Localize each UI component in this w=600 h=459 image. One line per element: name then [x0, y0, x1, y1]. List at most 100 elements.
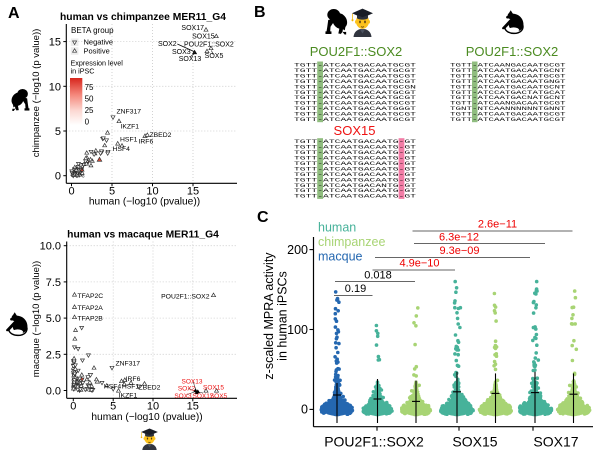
svg-text:TGTT-ATCAATGACAATGCGT: TGTT-ATCAATGACAATGCGT	[294, 94, 417, 101]
svg-text:0: 0	[70, 401, 76, 413]
svg-text:TGTT-ATCAATGACAATGCGN: TGTT-ATCAATGACAATGCGN	[294, 83, 416, 90]
svg-text:SOX17: SOX17	[193, 393, 214, 400]
svg-text:TFAP2B: TFAP2B	[78, 315, 104, 322]
svg-text:A: A	[8, 5, 20, 22]
svg-text:5.0: 5.0	[46, 313, 61, 325]
svg-text:TGTT-ATCAATGACAATG-GT: TGTT-ATCAATGACAATG-GT	[294, 155, 417, 162]
svg-text:100: 100	[287, 323, 308, 337]
svg-text:SP8: SP8	[76, 174, 85, 179]
svg-text:TGTT-ATCAATGACAATGCGT: TGTT-ATCAATGACAATGCGT	[294, 72, 417, 79]
svg-text:ZBED2: ZBED2	[139, 385, 161, 392]
svg-text:TGTT-ATCAATGACNATGCNT: TGTT-ATCAATGACNATGCNT	[450, 94, 567, 101]
svg-text:SOX13: SOX13	[182, 378, 203, 385]
svg-text:human (−log10 (pvalue)): human (−log10 (pvalue))	[89, 197, 200, 208]
svg-text:IRF6: IRF6	[139, 139, 154, 146]
svg-text:TGTT-ATCAATGACAATG-GT: TGTT-ATCAATGACAATG-GT	[294, 149, 417, 156]
svg-text:macque: macque	[318, 250, 363, 264]
svg-text:25: 25	[85, 106, 94, 115]
svg-text:IRF6: IRF6	[126, 376, 141, 383]
svg-text:IKZF1: IKZF1	[119, 392, 138, 399]
svg-text:chimpanzee (−log10 (p value)): chimpanzee (−log10 (p value))	[31, 29, 42, 158]
svg-text:ZNF317: ZNF317	[116, 361, 141, 368]
svg-text:C: C	[257, 209, 269, 226]
svg-text:ZNF317: ZNF317	[117, 109, 142, 116]
svg-text:SOX15: SOX15	[192, 34, 215, 41]
svg-text:TGTT-ATCAATGACAATGCNT: TGTT-ATCAATGACAATGCNT	[450, 83, 567, 90]
svg-text:in human iPSCs: in human iPSCs	[276, 271, 290, 361]
svg-text:human: human	[318, 221, 356, 235]
svg-text:TGTT-ATCCATGACTATGCAT: TGTT-ATCCATGACTATGCAT	[450, 89, 567, 96]
svg-text:HSF1: HSF1	[120, 137, 138, 144]
svg-text:9.3e−09: 9.3e−09	[439, 245, 479, 257]
svg-text:SOX17: SOX17	[533, 434, 578, 450]
svg-text:6.3e−12: 6.3e−12	[439, 232, 479, 244]
svg-text:POU2F1::SOX2: POU2F1::SOX2	[161, 293, 210, 300]
svg-text:TGTT-ATCAATGACAATGNGT: TGTT-ATCAATGACAATGNGT	[450, 78, 567, 85]
svg-text:50: 50	[85, 95, 94, 104]
svg-text:TGTT-ATCAATGACAATGCGT: TGTT-ATCAATGACAATGCGT	[294, 100, 417, 107]
svg-text:75: 75	[85, 83, 94, 92]
svg-text:chimpanzee: chimpanzee	[318, 235, 385, 249]
svg-text:human (−log10 (pvalue)): human (−log10 (pvalue))	[91, 412, 202, 423]
svg-text:TGTT-ATCAATGACAATGCGT: TGTT-ATCAATGACAATGCGT	[294, 78, 417, 85]
svg-text:SOX3: SOX3	[174, 393, 192, 400]
svg-text:z-scaled MPRA activity: z-scaled MPRA activity	[262, 252, 276, 380]
svg-text:ZBED2: ZBED2	[150, 132, 172, 139]
svg-text:0: 0	[301, 403, 308, 417]
svg-text:SOX13: SOX13	[179, 56, 202, 63]
svg-text:TGTT-ATCAATGACAATG-GT: TGTT-ATCAATGACAATG-GT	[294, 187, 417, 194]
svg-text:TGTT-ATCAATGACANTG-GT: TGTT-ATCAATGACANTG-GT	[294, 182, 417, 189]
svg-text:TGTT-ATCAATGACAATGGGT: TGTT-ATCAATGACAATGGGT	[294, 105, 417, 112]
svg-text:human vs chimpanzee MER11_G4: human vs chimpanzee MER11_G4	[60, 12, 226, 23]
svg-text:10: 10	[147, 401, 159, 413]
svg-text:10.0: 10.0	[40, 241, 61, 253]
svg-text:0: 0	[68, 185, 74, 197]
svg-text:SOX5: SOX5	[205, 53, 224, 60]
svg-text:15: 15	[49, 37, 61, 49]
svg-text:SOX17: SOX17	[181, 25, 204, 32]
svg-text:TGTT-ATCAATGACAATGCGT: TGTT-ATCAATGACAATGCGT	[294, 62, 417, 69]
svg-text:human vs macaque MER11_G4: human vs macaque MER11_G4	[67, 230, 219, 241]
svg-text:TGTT-ATCAANGACAATGCGT: TGTT-ATCAANGACAATGCGT	[450, 62, 567, 69]
svg-text:4.9e−10: 4.9e−10	[399, 258, 439, 270]
svg-text:SOX2: SOX2	[158, 41, 177, 48]
svg-text:10: 10	[49, 81, 61, 93]
svg-text:5: 5	[110, 401, 116, 413]
svg-text:TGTT-ATCAATGACAATGCNT: TGTT-ATCAATGACAATGCNT	[450, 67, 567, 74]
svg-text:TGTT-ATCAATGACAATG-GT: TGTT-ATCAATGACAATG-GT	[294, 176, 417, 183]
svg-text:HSF4: HSF4	[113, 146, 131, 153]
svg-text:TGTT-ATCAATGACAATGCGT: TGTT-ATCAATGACAATGCGT	[450, 111, 567, 118]
svg-text:7.5: 7.5	[46, 277, 61, 289]
svg-text:TFAP2A: TFAP2A	[78, 305, 104, 312]
svg-text:5: 5	[109, 185, 115, 197]
svg-text:10: 10	[146, 185, 158, 197]
svg-text:0.018: 0.018	[364, 270, 392, 282]
svg-text:5: 5	[55, 126, 61, 138]
svg-text:15: 15	[187, 185, 199, 197]
svg-text:IKZF1: IKZF1	[121, 124, 140, 131]
svg-text:TGTT-ATCAATGACAATG-GT: TGTT-ATCAATGACAATG-GT	[294, 193, 417, 200]
svg-text:in iPSC: in iPSC	[71, 66, 95, 75]
svg-text:BSX2: BSX2	[71, 171, 83, 176]
svg-text:0.19: 0.19	[345, 283, 366, 295]
svg-text:macaque (−log10 (p value)): macaque (−log10 (p value))	[31, 261, 42, 377]
svg-text:TGTT-ATCAATGACAATGCGT: TGTT-ATCAATGACAATGCGT	[294, 116, 417, 123]
svg-text:POU2F1::SOX2: POU2F1::SOX2	[184, 41, 234, 48]
svg-text:SOX3: SOX3	[172, 49, 191, 56]
svg-text:TGTT-ATCAANGACAATGCGT: TGTT-ATCAANGACAATGCGT	[450, 100, 567, 107]
svg-text:TGNT-NTCAANNNNNNTGNNT: TGNT-NTCAANNNNNNTGNNT	[450, 105, 567, 112]
svg-text:TGTT-ATCAATGACAATG-GT: TGTT-ATCAATGACAATG-GT	[294, 171, 417, 178]
svg-text:EGR2: EGR2	[72, 166, 85, 171]
svg-text:HSF4: HSF4	[104, 383, 122, 390]
svg-text:SOX5: SOX5	[210, 393, 228, 400]
svg-text:SOX15: SOX15	[203, 385, 224, 392]
svg-text:TGTT-ATCAATGACAATGCGT: TGTT-ATCAATGACAATGCGT	[294, 67, 417, 74]
svg-text:TGTT-ATCAATGACAATGCGT: TGTT-ATCAATGACAATGCGT	[294, 89, 417, 96]
svg-text:TFAP2C: TFAP2C	[78, 293, 104, 300]
svg-text:Negative: Negative	[84, 38, 114, 47]
svg-text:TGTT-ATCAATGACAATGCGT: TGTT-ATCAATGACAATGCGT	[294, 111, 417, 118]
svg-text:15: 15	[187, 401, 199, 413]
svg-text:TGTT-ATCAATGACAATG-GT: TGTT-ATCAATGACAATG-GT	[294, 160, 417, 167]
svg-text:0: 0	[55, 171, 61, 183]
svg-text:SOX15: SOX15	[452, 434, 497, 450]
